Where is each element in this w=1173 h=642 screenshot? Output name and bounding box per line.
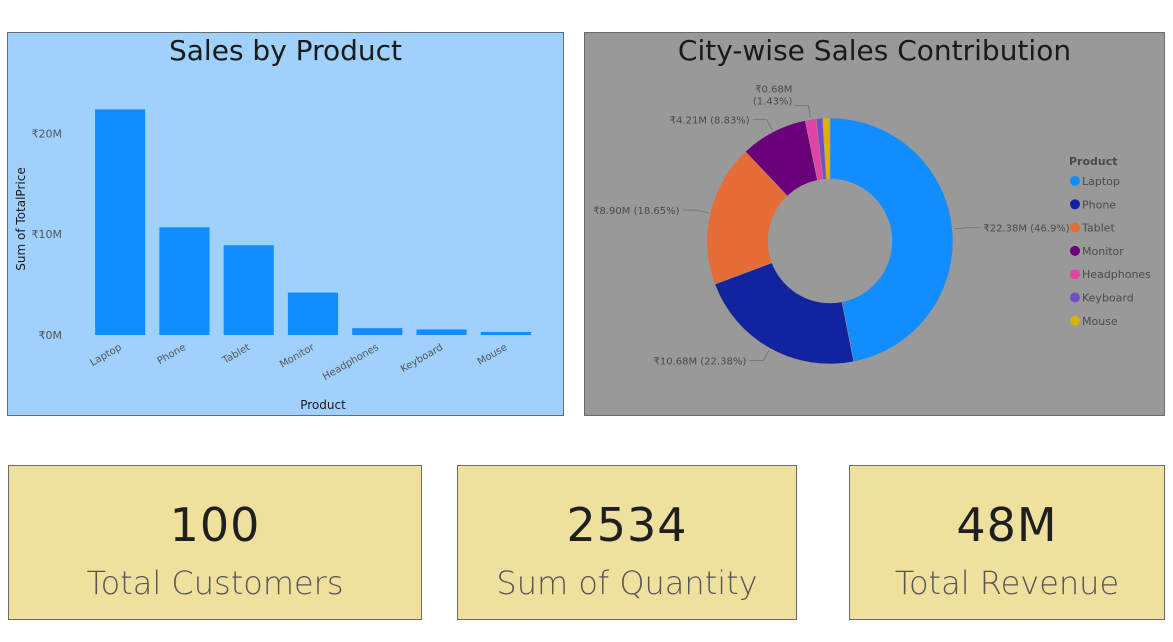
legend-marker — [1070, 199, 1080, 210]
x-tick-label: Monitor — [278, 342, 317, 371]
bar-chart-title: Sales by Product — [169, 34, 402, 67]
x-tick-label: Tablet — [220, 342, 252, 367]
donut-slice-mouse[interactable] — [822, 117, 831, 180]
leader-line — [752, 119, 773, 131]
bar-headphones[interactable] — [352, 328, 403, 335]
y-tick-label: ₹0M — [39, 329, 63, 342]
legend-item-laptop[interactable]: Laptop — [1082, 175, 1120, 188]
donut-chart[interactable]: ₹22.38M (46.9%) ₹10.68M (22.38%) ₹8.90M (1… — [585, 33, 1166, 417]
x-tick-label: Phone — [156, 342, 188, 367]
legend-marker — [1070, 315, 1080, 326]
y-tick-label: ₹10M — [32, 228, 63, 241]
total-customers-card[interactable]: 100 Total Customers — [8, 465, 422, 620]
legend-marker — [1070, 176, 1080, 186]
city-sales-contribution-panel[interactable]: City-wise Sales Contribution ₹22.38M (46… — [584, 32, 1165, 416]
x-tick-label: Laptop — [88, 342, 123, 369]
x-tick-label: Keyboard — [399, 342, 445, 375]
sum-of-quantity-label: Sum of Quantity — [496, 564, 758, 602]
leader-line — [794, 105, 811, 118]
x-tick-label: Headphones — [321, 342, 381, 383]
x-tick-label: Mouse — [476, 342, 510, 368]
leader-line — [749, 349, 770, 362]
bar-laptop[interactable] — [95, 109, 146, 335]
sales-by-product-panel[interactable]: Sales by Product ₹0M ₹10M ₹20M Sum of Total… — [7, 32, 564, 416]
donut-slice-phone[interactable] — [714, 262, 855, 365]
bar-keyboard[interactable] — [416, 329, 467, 335]
total-revenue-label: Total Revenue — [894, 564, 1120, 602]
total-revenue-value: 48M — [956, 498, 1058, 552]
legend-item-headphones[interactable]: Headphones — [1082, 268, 1151, 281]
sum-of-quantity-value: 2534 — [566, 498, 688, 552]
legend-item-phone[interactable]: Phone — [1082, 198, 1116, 211]
slice-data-label: ₹0.68M — [755, 85, 792, 96]
legend-item-tablet[interactable]: Tablet — [1081, 222, 1115, 235]
sum-of-quantity-card[interactable]: 2534 Sum of Quantity — [457, 465, 797, 620]
bar-tablet[interactable] — [223, 245, 274, 335]
x-axis-title: Product — [300, 398, 346, 412]
slice-data-label: ₹8.90M (18.65%) — [593, 206, 679, 217]
legend-item-monitor[interactable]: Monitor — [1082, 245, 1124, 258]
legend-item-keyboard[interactable]: Keyboard — [1082, 292, 1134, 305]
slice-data-label: ₹10.68M (22.38%) — [654, 357, 747, 368]
legend-marker — [1070, 245, 1080, 256]
bar-monitor[interactable] — [287, 292, 339, 335]
total-revenue-card[interactable]: 48M Total Revenue — [849, 465, 1165, 620]
legend-title: Product — [1069, 155, 1118, 168]
bar-phone[interactable] — [159, 227, 210, 335]
donut-slice-laptop[interactable] — [829, 117, 954, 362]
legend-marker — [1070, 269, 1080, 280]
y-axis-title: Sum of TotalPrice — [14, 167, 28, 270]
legend-item-mouse[interactable]: Mouse — [1082, 315, 1118, 328]
bar-mouse[interactable] — [480, 331, 531, 335]
donut-chart-title: City-wise Sales Contribution — [677, 34, 1072, 67]
leader-line — [682, 209, 709, 214]
slice-data-label: ₹4.21M (8.83%) — [670, 115, 750, 126]
legend-marker — [1070, 222, 1080, 233]
legend-marker — [1070, 292, 1080, 303]
y-tick-label: ₹20M — [32, 127, 63, 140]
leader-line — [954, 227, 981, 230]
total-customers-value: 100 — [169, 498, 261, 552]
slice-data-label: (1.43%) — [753, 97, 793, 108]
total-customers-label: Total Customers — [86, 564, 344, 602]
bar-chart[interactable]: ₹0M ₹10M ₹20M Sum of TotalPrice Product Lapto… — [8, 33, 565, 417]
slice-data-label: ₹22.38M (46.9%) — [983, 224, 1069, 235]
